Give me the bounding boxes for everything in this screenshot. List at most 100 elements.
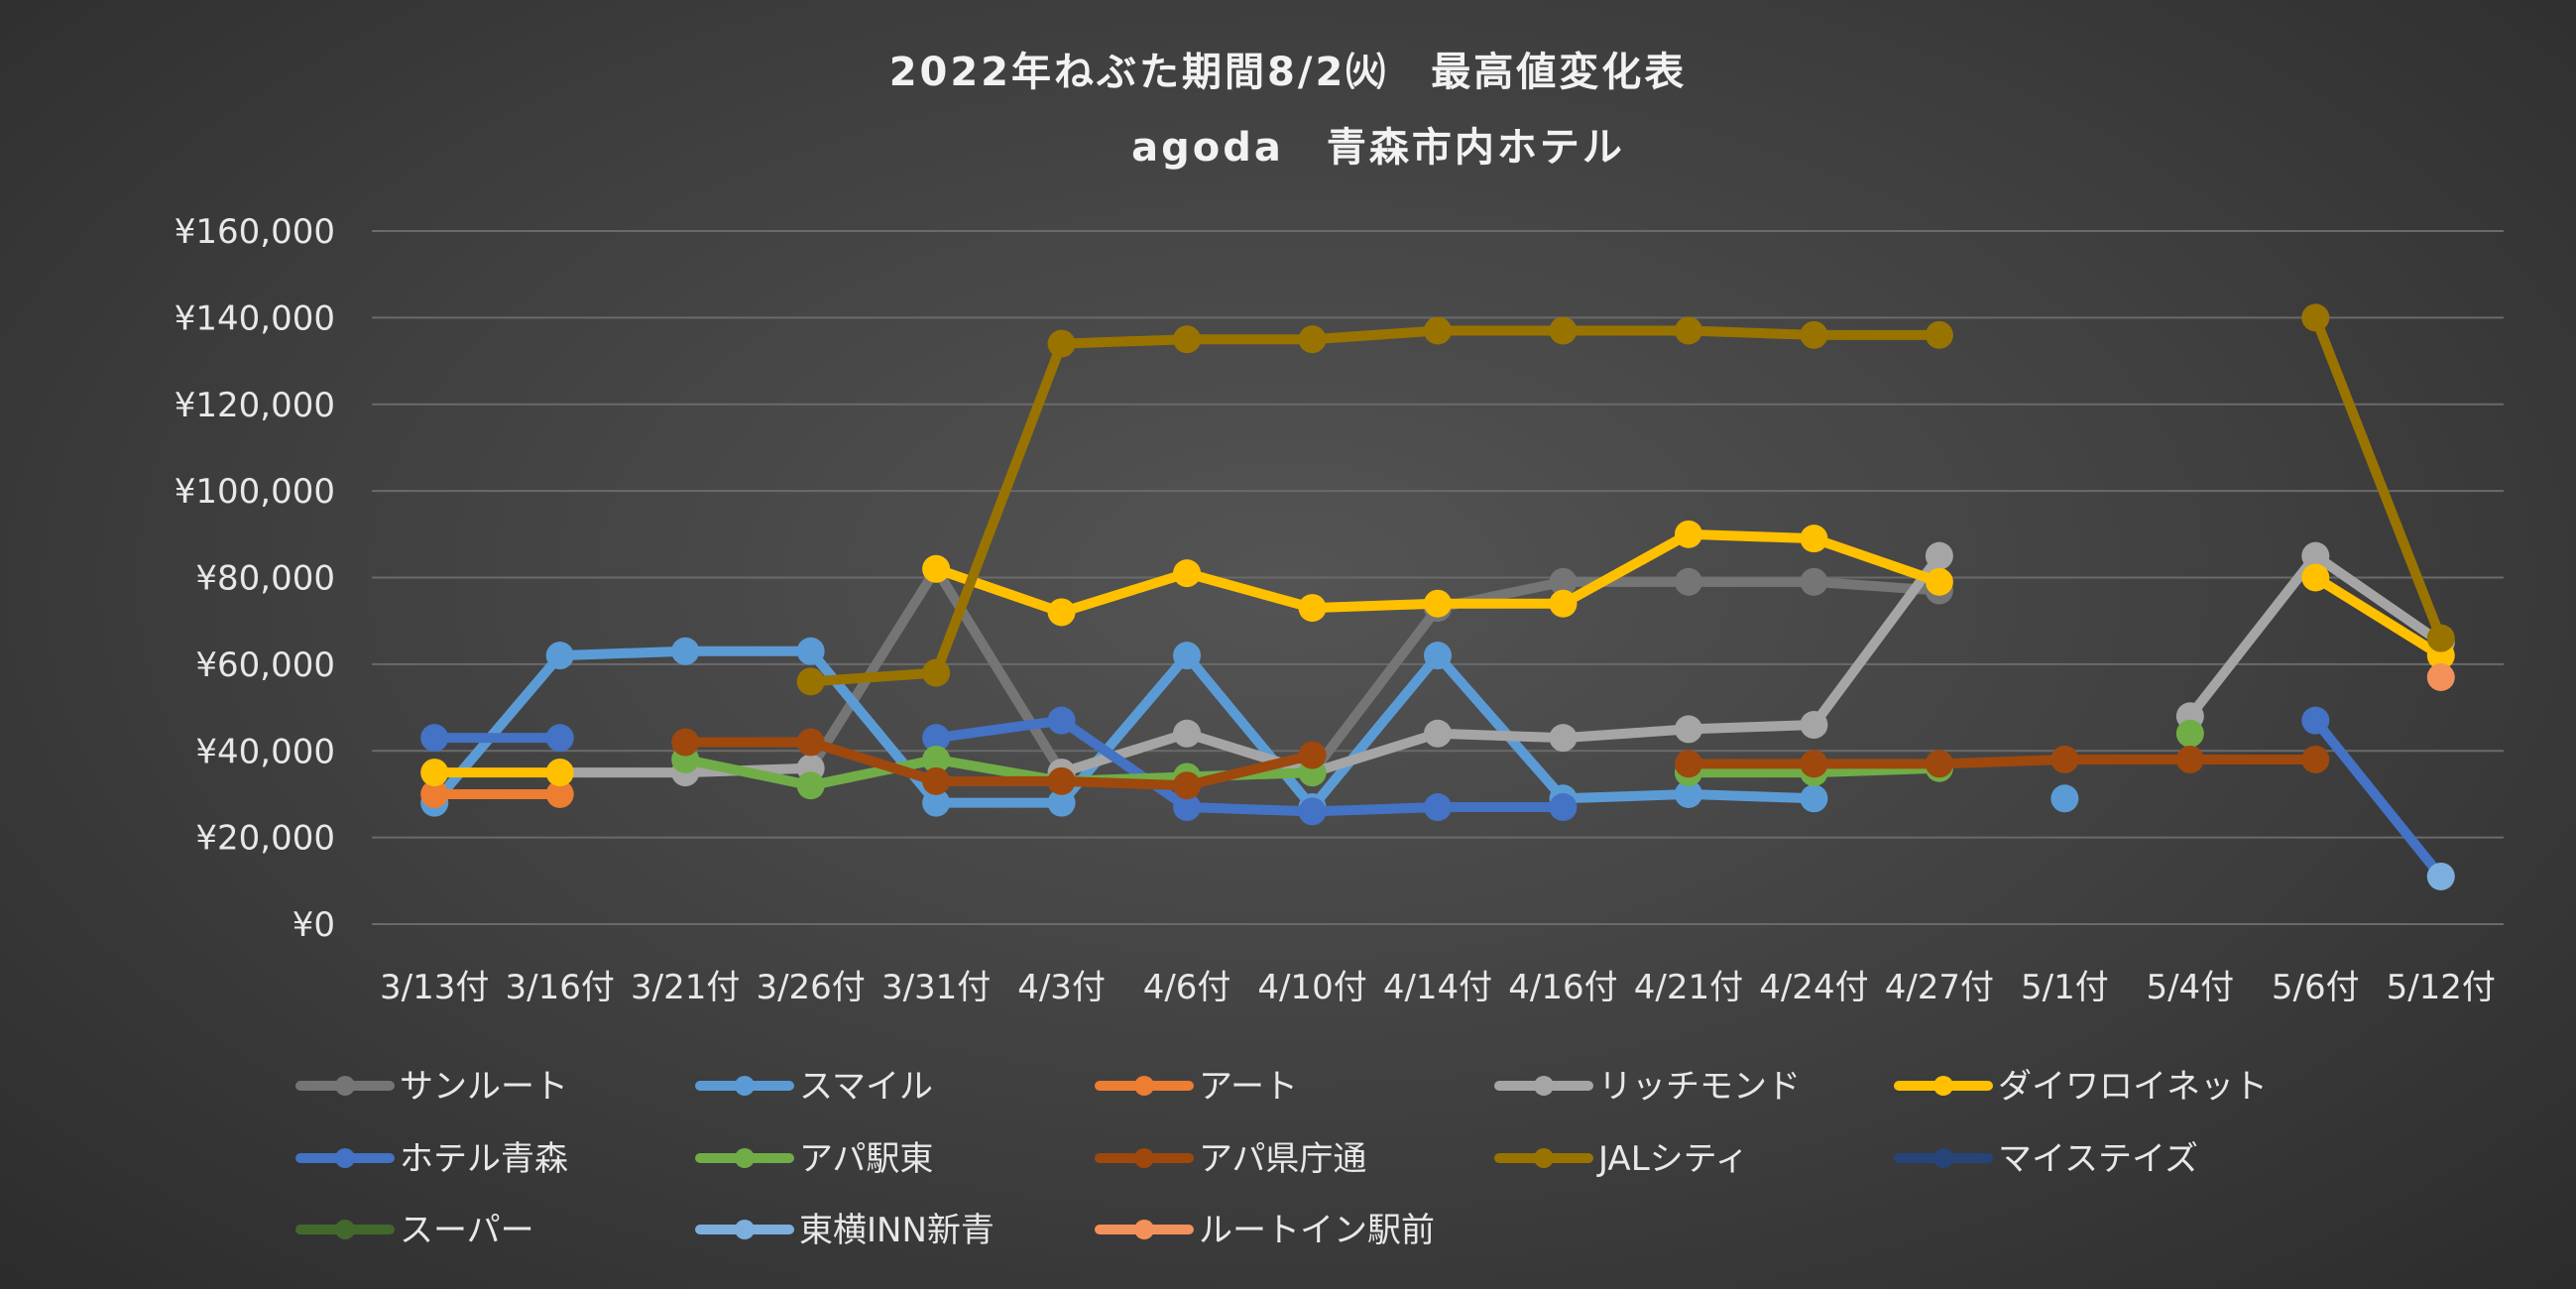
data-point [1925,541,1953,570]
series-12 [2426,662,2455,691]
legend-label: アパ県庁通 [1199,1139,1366,1179]
series-line [1056,550,1944,778]
legend-swatch-marker [335,1148,355,1168]
data-point [545,642,574,670]
data-point [420,759,449,787]
x-tick-label: 4/24付 [1759,968,1868,1007]
legend-item: アパ県庁通 [1095,1139,1366,1179]
y-tick-label: ¥20,000 [195,819,335,859]
x-tick-label: 5/12付 [2387,968,2496,1007]
legend-item: JALシティ [1494,1139,1749,1179]
data-point [545,759,574,787]
data-point [2301,706,2330,735]
series-7 [671,728,2330,800]
data-point [1047,766,1076,795]
y-tick-label: ¥140,000 [175,298,335,338]
data-point [1800,784,1828,813]
data-point [922,788,951,817]
data-point [1674,567,1702,596]
series-2 [420,779,574,808]
data-point [420,779,449,808]
legend-swatch-marker [735,1220,755,1239]
legend-label: マイステイズ [1998,1139,2198,1179]
data-point [1800,525,1828,553]
data-point [1674,520,1702,548]
data-point [1800,320,1828,349]
data-point [1674,750,1702,778]
legend-item: 東横INN新青 [695,1211,995,1250]
legend-swatch-marker [335,1220,355,1239]
data-point [922,766,951,795]
x-tick-label: 3/13付 [380,968,489,1007]
legend-label: ダイワロイネット [1998,1067,2268,1107]
legend-swatch-marker [735,1148,755,1168]
data-point [1173,325,1202,354]
legend-label: リッチモンド [1598,1067,1801,1107]
x-tick-label: 4/16付 [1508,968,1617,1007]
series-line [2310,312,2446,644]
data-point [1800,750,1828,778]
data-point [2050,784,2079,813]
data-point [2301,541,2330,570]
data-point [420,724,449,753]
legend-item: リッチモンド [1494,1067,1801,1107]
data-point [2175,719,2204,748]
data-point [545,779,574,808]
legend-label: JALシティ [1596,1139,1749,1179]
legend-item: アパ駅東 [695,1139,933,1179]
data-point [671,728,700,757]
y-tick-label: ¥40,000 [195,732,335,771]
data-point [1424,316,1452,345]
y-tick-label: ¥60,000 [195,645,335,685]
data-point [2426,624,2455,652]
data-point [1674,316,1702,345]
series-5 [420,706,2455,890]
data-point [1047,706,1076,735]
data-point [922,745,951,773]
x-tick-label: 3/26付 [756,968,865,1007]
data-point [1173,771,1202,800]
data-point [2426,662,2455,691]
data-point [1549,793,1578,822]
data-point [1424,793,1452,822]
series-11 [2426,862,2455,890]
data-point [1549,567,1578,596]
gridlines [372,230,2504,925]
data-point [1298,325,1327,354]
data-point [1549,724,1578,753]
data-point [922,658,951,687]
series-1 [420,637,2079,822]
data-point [796,667,825,696]
legend-swatch-marker [335,1076,355,1096]
chart-subtitle: agoda 青森市内ホテル [1131,125,1625,171]
y-tick-label: ¥100,000 [175,472,335,512]
data-point [1424,719,1452,748]
y-tick-label: ¥0 [293,905,335,945]
data-point [1047,788,1076,817]
series-line [805,325,1944,687]
x-tick-label: 5/1付 [2021,968,2109,1007]
legend-swatch-marker [1134,1220,1154,1239]
data-point [1549,589,1578,618]
data-point [1800,567,1828,596]
data-point [2426,862,2455,890]
legend-item: サンルート [295,1067,568,1107]
data-point [1047,329,1076,358]
y-tick-label: ¥80,000 [195,559,335,599]
data-point [2301,303,2330,332]
x-tick-label: 3/16付 [506,968,615,1007]
legend-label: 東横INN新青 [799,1211,995,1250]
legend-swatch-marker [1534,1148,1554,1168]
series-line [1683,754,2321,769]
data-point [1549,316,1578,345]
series-4 [420,520,2455,787]
legend-swatch-marker [1134,1076,1154,1096]
data-point [2050,745,2079,773]
data-point [796,771,825,800]
x-axis-tick-labels: 3/13付 3/16付 3/21付 3/26付 3/31付 4/3付 4/6付 4/10付 4/… [380,968,2496,1007]
data-point [922,554,951,583]
y-tick-label: ¥120,000 [175,386,335,425]
data-point [2301,563,2330,592]
